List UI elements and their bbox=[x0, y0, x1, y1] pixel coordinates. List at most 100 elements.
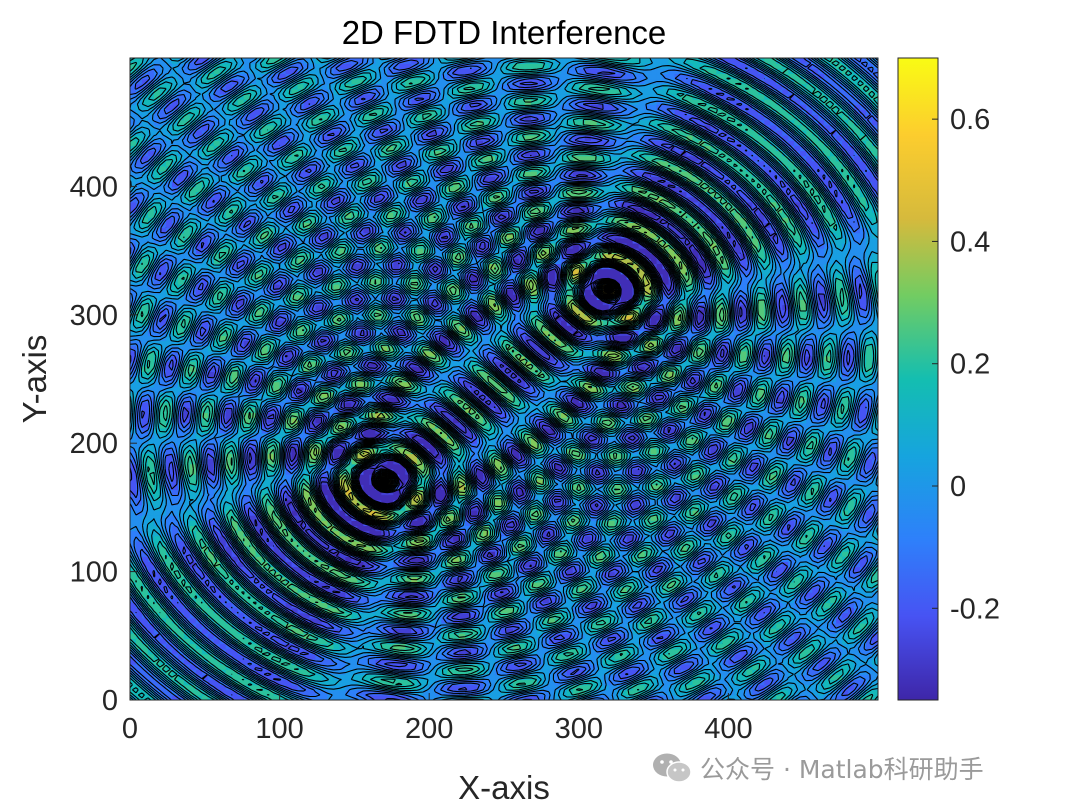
field-cell bbox=[459, 613, 466, 619]
field-cell bbox=[633, 638, 640, 644]
chart-title: 2D FDTD Interference bbox=[342, 14, 667, 51]
field-cell bbox=[345, 679, 352, 685]
field-cell bbox=[788, 679, 795, 685]
field-cell bbox=[818, 623, 825, 629]
field-cell bbox=[537, 561, 544, 567]
field-cell bbox=[693, 679, 700, 685]
field-cell bbox=[142, 618, 149, 624]
plot-area bbox=[130, 58, 879, 701]
field-cell bbox=[854, 587, 861, 593]
field-cell bbox=[232, 654, 239, 660]
field-cell bbox=[764, 587, 771, 593]
field-cell bbox=[429, 633, 436, 639]
field-cell bbox=[375, 531, 382, 537]
field-cell bbox=[459, 664, 466, 670]
field-cell bbox=[734, 654, 741, 660]
field-cell bbox=[812, 587, 819, 593]
field-cell bbox=[327, 679, 334, 685]
field-cell bbox=[734, 618, 741, 624]
field-cell bbox=[639, 685, 646, 691]
field-cell bbox=[286, 556, 293, 562]
field-cell bbox=[190, 618, 197, 624]
field-cell bbox=[208, 679, 215, 685]
field-cell bbox=[256, 556, 263, 562]
field-cell bbox=[585, 536, 592, 542]
field-cell bbox=[740, 649, 747, 655]
field-cell bbox=[429, 674, 436, 680]
field-cell bbox=[154, 536, 161, 542]
field-cell bbox=[621, 674, 628, 680]
field-cell bbox=[375, 628, 382, 634]
field-cell bbox=[363, 597, 370, 603]
field-cell bbox=[555, 572, 562, 578]
field-cell bbox=[178, 541, 185, 547]
field-cell bbox=[465, 664, 472, 670]
field-cell bbox=[333, 690, 340, 696]
field-cell bbox=[531, 633, 538, 639]
field-cell bbox=[770, 674, 777, 680]
field-cell bbox=[399, 649, 406, 655]
field-cell bbox=[603, 674, 610, 680]
field-cell bbox=[776, 674, 783, 680]
field-cell bbox=[232, 556, 239, 562]
field-cell bbox=[549, 685, 556, 691]
field-cell bbox=[447, 613, 454, 619]
field-cell bbox=[854, 654, 861, 660]
field-cell bbox=[693, 551, 700, 557]
field-cell bbox=[812, 685, 819, 691]
field-cell bbox=[746, 541, 753, 547]
field-cell bbox=[471, 679, 478, 685]
field-cell bbox=[776, 566, 783, 572]
field-cell bbox=[429, 608, 436, 614]
field-cell bbox=[130, 531, 137, 537]
field-cell bbox=[387, 561, 394, 567]
field-cell bbox=[746, 638, 753, 644]
field-cell bbox=[675, 602, 682, 608]
field-cell bbox=[459, 633, 466, 639]
field-cell bbox=[226, 546, 233, 552]
field-cell bbox=[495, 572, 502, 578]
field-cell bbox=[375, 654, 382, 660]
field-cell bbox=[292, 561, 299, 567]
field-cell bbox=[220, 685, 227, 691]
field-cell bbox=[148, 628, 155, 634]
field-cell bbox=[178, 608, 185, 614]
field-cell bbox=[142, 556, 149, 562]
field-cell bbox=[226, 669, 233, 675]
field-cell bbox=[860, 546, 867, 552]
field-cell bbox=[782, 561, 789, 567]
field-cell bbox=[782, 531, 789, 537]
field-cell bbox=[489, 674, 496, 680]
field-cell bbox=[399, 628, 406, 634]
field-cell bbox=[501, 649, 508, 655]
field-cell bbox=[728, 659, 735, 665]
field-cell bbox=[519, 587, 526, 593]
field-cell bbox=[657, 654, 664, 660]
field-cell bbox=[794, 577, 801, 583]
field-cell bbox=[627, 623, 634, 629]
field-cell bbox=[453, 690, 460, 696]
field-cell bbox=[351, 613, 358, 619]
field-cell bbox=[405, 628, 412, 634]
field-cell bbox=[746, 669, 753, 675]
field-cell bbox=[722, 638, 729, 644]
field-cell bbox=[591, 654, 598, 660]
field-cell bbox=[369, 597, 376, 603]
field-cell bbox=[304, 613, 311, 619]
field-cell bbox=[369, 659, 376, 665]
field-cell bbox=[866, 674, 873, 680]
field-cell bbox=[495, 690, 502, 696]
field-cell bbox=[220, 644, 227, 650]
field-cell bbox=[465, 613, 472, 619]
field-cell bbox=[339, 669, 346, 675]
field-cell bbox=[818, 582, 825, 588]
field-cell bbox=[292, 608, 299, 614]
field-cell bbox=[310, 690, 317, 696]
field-cell bbox=[681, 664, 688, 670]
field-cell bbox=[136, 613, 143, 619]
field-cell bbox=[758, 613, 765, 619]
field-cell bbox=[812, 638, 819, 644]
field-cell bbox=[363, 674, 370, 680]
field-cell bbox=[339, 690, 346, 696]
